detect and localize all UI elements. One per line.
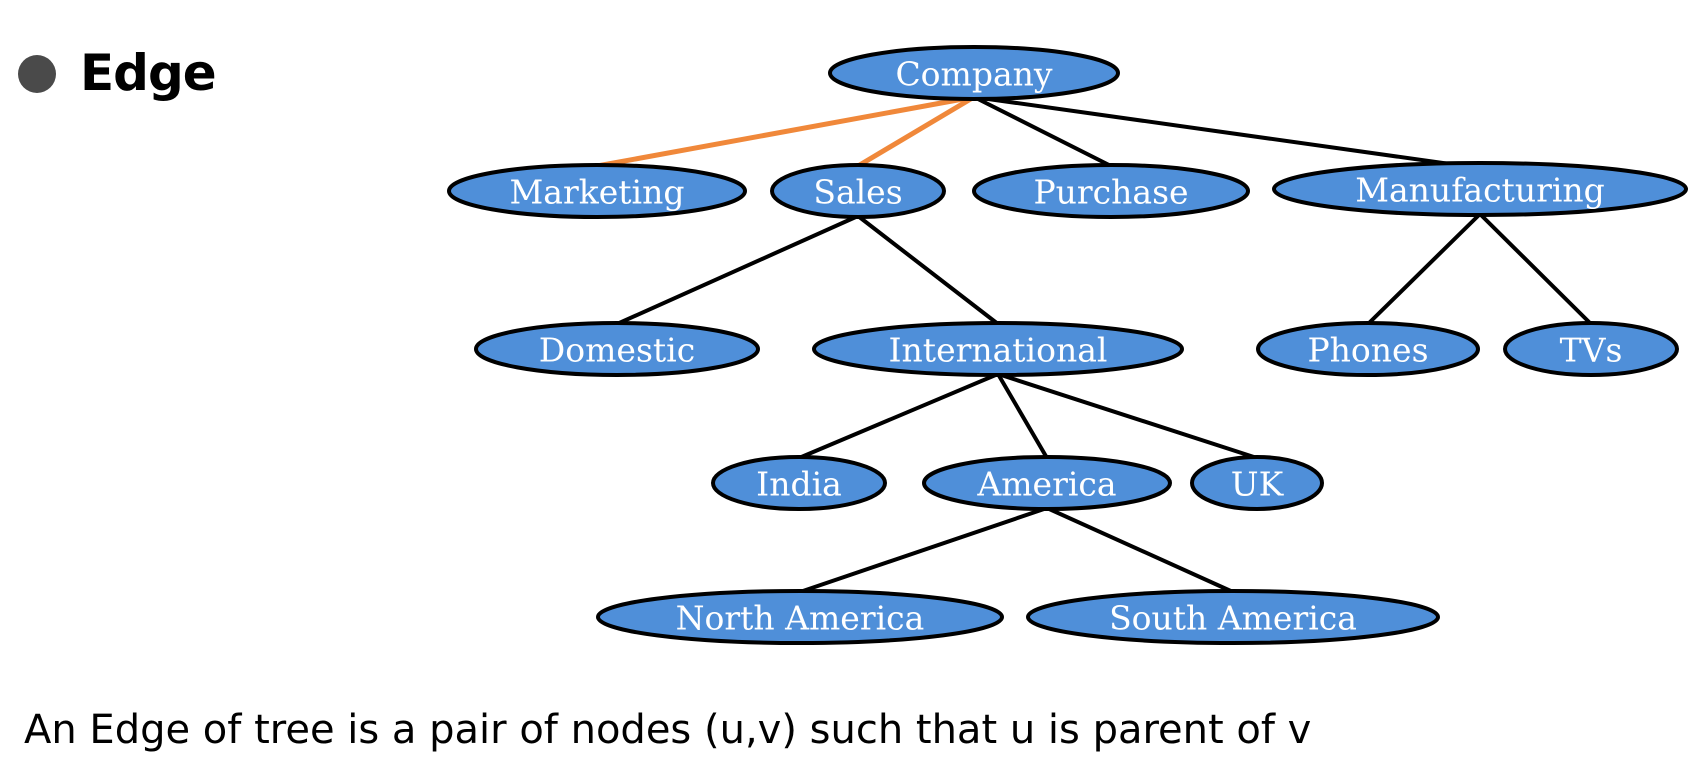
- edge-sales-international: [856, 214, 1000, 326]
- bullet-dot: [18, 55, 56, 93]
- node-marketing: Marketing: [447, 163, 747, 219]
- node-phones: Phones: [1256, 321, 1480, 377]
- node-ellipse-south-america: [1026, 589, 1440, 645]
- node-label-south-america: South America: [1109, 599, 1357, 638]
- node-label-international: International: [889, 331, 1108, 370]
- node-domestic: Domestic: [474, 321, 760, 377]
- node-purchase: Purchase: [972, 163, 1250, 219]
- edge-company-marketing: [594, 94, 977, 169]
- node-ellipse-phones: [1256, 321, 1480, 377]
- node-ellipse-marketing: [447, 163, 747, 219]
- node-ellipse-domestic: [474, 321, 760, 377]
- node-india: India: [711, 455, 887, 511]
- tree-diagram: Company Marketing Sales Purchase Manufacturi…: [447, 45, 1688, 645]
- node-label-marketing: Marketing: [510, 173, 685, 212]
- edge-america-north-america: [798, 506, 1049, 594]
- node-ellipse-tvs: [1503, 321, 1679, 377]
- edge-manufacturing-tvs: [1478, 212, 1593, 326]
- edge-company-manufacturing: [972, 95, 1452, 166]
- node-north-america: North America: [596, 589, 1004, 645]
- node-ellipse-north-america: [596, 589, 1004, 645]
- node-sales: Sales: [770, 163, 946, 219]
- node-international: International: [812, 321, 1184, 377]
- edge-america-south-america: [1045, 506, 1235, 594]
- node-label-uk: UK: [1231, 465, 1285, 504]
- node-label-phones: Phones: [1307, 331, 1428, 370]
- section-heading: Edge: [80, 44, 217, 102]
- edge-international-america: [996, 372, 1049, 460]
- node-label-sales: Sales: [813, 173, 902, 212]
- node-ellipse-america: [922, 455, 1172, 511]
- edge-international-india: [797, 372, 1000, 460]
- node-tvs: TVs: [1503, 321, 1679, 377]
- node-company: Company: [828, 45, 1120, 101]
- node-ellipse-uk: [1190, 455, 1324, 511]
- node-label-america: America: [976, 465, 1116, 504]
- edge-company-sales: [855, 94, 977, 169]
- node-ellipse-sales: [770, 163, 946, 219]
- edge-definition-caption: An Edge of tree is a pair of nodes (u,v)…: [24, 707, 1312, 753]
- node-ellipse-manufacturing: [1272, 161, 1688, 217]
- edge-sales-domestic: [615, 214, 860, 326]
- edges-layer: [594, 94, 1593, 594]
- node-ellipse-international: [812, 321, 1184, 377]
- node-label-purchase: Purchase: [1033, 173, 1188, 212]
- edge-manufacturing-phones: [1366, 212, 1482, 326]
- node-label-manufacturing: Manufacturing: [1355, 171, 1605, 210]
- nodes-layer: Company Marketing Sales Purchase Manufacturi…: [447, 45, 1688, 645]
- node-manufacturing: Manufacturing: [1272, 161, 1688, 217]
- node-label-north-america: North America: [676, 599, 925, 638]
- node-south-america: South America: [1026, 589, 1440, 645]
- node-america: America: [922, 455, 1172, 511]
- node-uk: UK: [1190, 455, 1324, 511]
- node-label-domestic: Domestic: [539, 331, 695, 370]
- edge-international-uk: [996, 372, 1259, 460]
- edge-company-purchase: [972, 95, 1113, 168]
- node-ellipse-purchase: [972, 163, 1250, 219]
- node-ellipse-india: [711, 455, 887, 511]
- node-label-tvs: TVs: [1560, 331, 1623, 370]
- node-ellipse-company: [828, 45, 1120, 101]
- node-label-india: India: [756, 465, 842, 504]
- node-label-company: Company: [895, 55, 1052, 94]
